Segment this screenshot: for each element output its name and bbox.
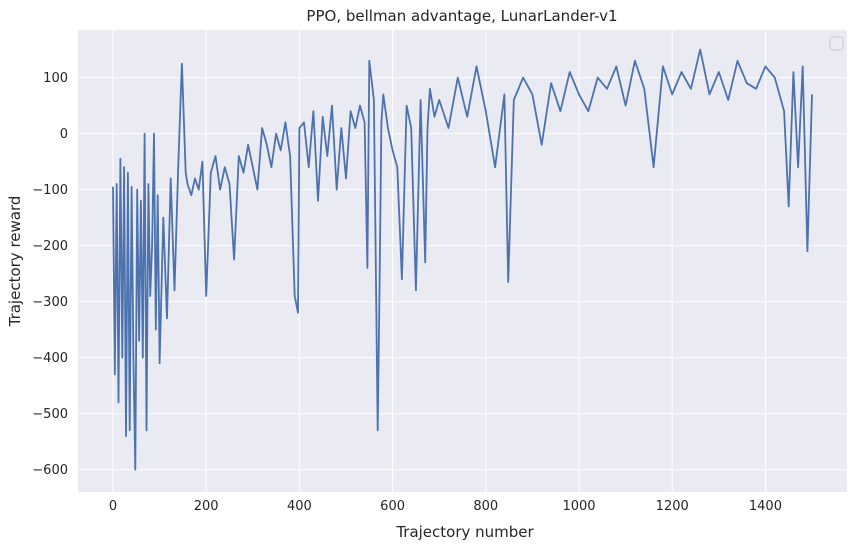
x-tick-label: 800 [473, 499, 498, 514]
y-tick-label: −600 [32, 463, 68, 478]
x-tick-label: 600 [380, 499, 405, 514]
y-tick-label: −100 [32, 183, 68, 198]
y-tick-label: −500 [32, 407, 68, 422]
x-tick-labels: 0 200 400 600 800 1000 1200 1400 [109, 499, 782, 514]
y-tick-label: −200 [32, 239, 68, 254]
x-tick-label: 1400 [749, 499, 782, 514]
grid-lines [78, 30, 847, 492]
y-tick-label: 100 [43, 71, 68, 86]
series-line-0 [112, 48, 813, 471]
x-axis-label: Trajectory number [395, 523, 534, 541]
y-tick-label: 0 [60, 127, 68, 142]
x-tick-label: 200 [194, 499, 219, 514]
series-layer [112, 48, 813, 471]
legend-box [829, 36, 844, 51]
x-tick-label: 400 [287, 499, 312, 514]
y-tick-label: −400 [32, 351, 68, 366]
chart-title: PPO, bellman advantage, LunarLander-v1 [306, 7, 617, 25]
x-tick-label: 1000 [562, 499, 595, 514]
x-tick-label: 0 [109, 499, 117, 514]
x-tick-label: 1200 [656, 499, 689, 514]
y-tick-label: −300 [32, 295, 68, 310]
y-tick-labels: −600 −500 −400 −300 −200 −100 0 100 [32, 71, 68, 478]
y-axis-label: Trajectory reward [6, 196, 24, 328]
